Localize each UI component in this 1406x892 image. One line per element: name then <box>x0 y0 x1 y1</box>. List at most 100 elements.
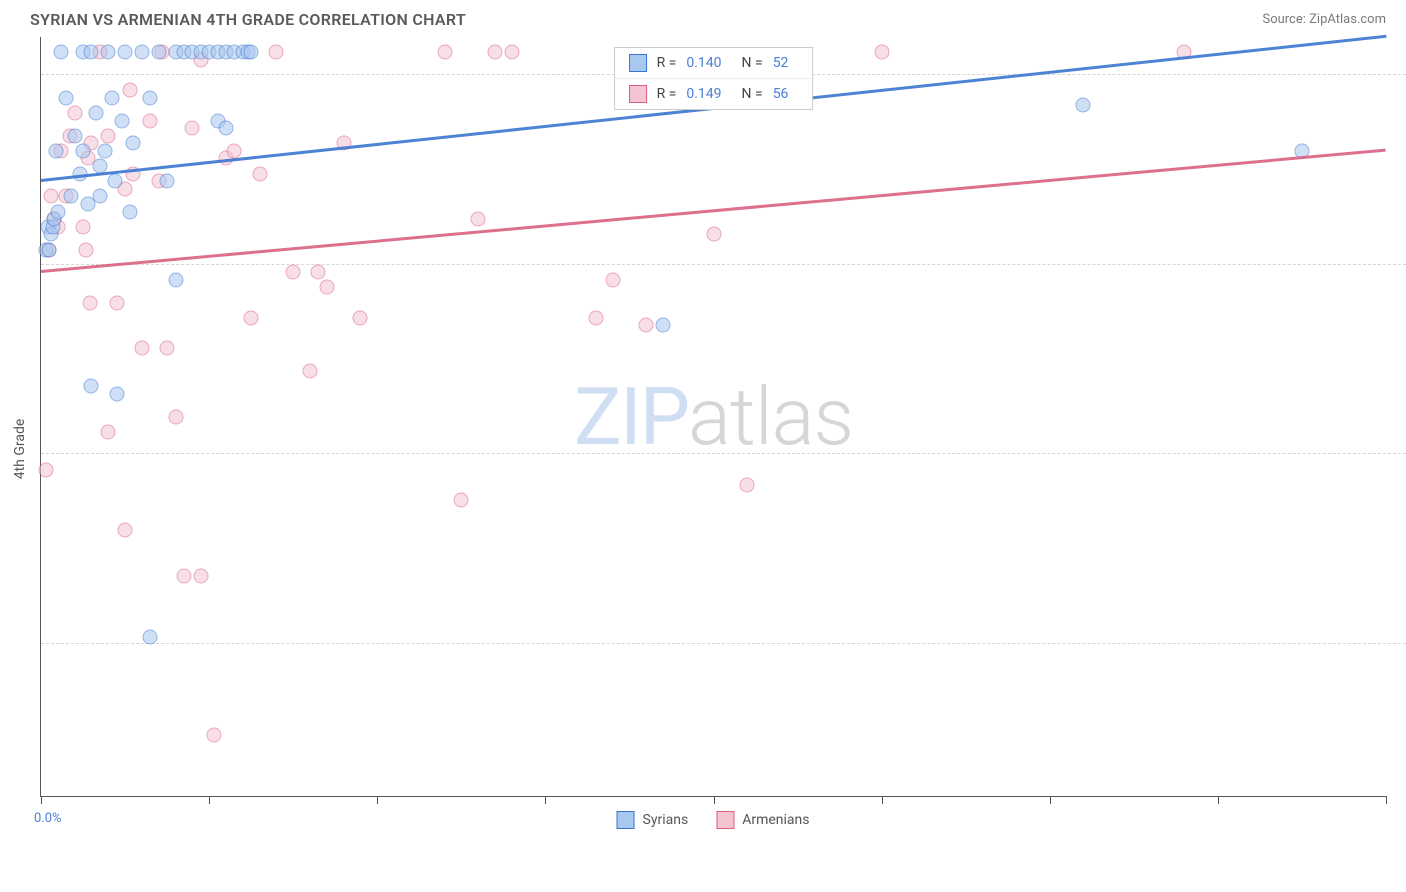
armenian-point <box>123 83 138 98</box>
chart-container: 4th Grade R = 0.140 N = 52 R = 0.149 N =… <box>40 37 1386 845</box>
legend-syrians: Syrians <box>617 811 689 829</box>
n-label: N = <box>742 55 763 71</box>
armenian-point <box>874 45 889 60</box>
syrian-point <box>109 386 124 401</box>
n-value: 52 <box>773 55 789 71</box>
syrian-point <box>97 143 112 158</box>
armenian-point <box>160 341 175 356</box>
armenian-point <box>353 310 368 325</box>
syrian-point <box>59 90 74 105</box>
armenian-point <box>168 409 183 424</box>
armenian-point <box>471 212 486 227</box>
armenian-point <box>101 424 116 439</box>
syrian-point <box>49 143 64 158</box>
chart-title: SYRIAN VS ARMENIAN 4TH GRADE CORRELATION… <box>30 10 466 29</box>
n-value: 56 <box>773 86 789 102</box>
x-tick <box>882 796 883 804</box>
gridline <box>41 643 1406 644</box>
x-tick <box>1386 796 1387 804</box>
syrian-point <box>64 189 79 204</box>
x-min-label: 0.0% <box>34 811 62 826</box>
armenian-point <box>319 280 334 295</box>
syrian-point <box>89 105 104 120</box>
armenian-point <box>193 568 208 583</box>
armenian-point <box>588 310 603 325</box>
armenian-point <box>109 295 124 310</box>
armenian-point <box>437 45 452 60</box>
armenian-point <box>44 189 59 204</box>
watermark-atlas: atlas <box>688 370 853 464</box>
armenian-point <box>185 121 200 136</box>
syrian-point <box>54 45 69 60</box>
source-attribution: Source: ZipAtlas.com <box>1262 12 1386 27</box>
swatch-armenian-icon <box>629 85 647 103</box>
armenian-point <box>740 477 755 492</box>
source-prefix: Source: <box>1262 12 1309 27</box>
legend-swatch-armenian-icon <box>716 811 734 829</box>
gridline <box>41 453 1406 454</box>
syrian-point <box>67 128 82 143</box>
armenian-point <box>269 45 284 60</box>
syrian-point <box>151 45 166 60</box>
armenian-point <box>227 143 242 158</box>
syrian-point <box>143 90 158 105</box>
r-label: R = <box>657 86 677 102</box>
legend-syrians-label: Syrians <box>643 812 689 828</box>
armenian-point <box>67 105 82 120</box>
syrian-point <box>218 121 233 136</box>
watermark-zip: ZIP <box>574 370 688 464</box>
syrian-point <box>244 45 259 60</box>
syrian-point <box>84 45 99 60</box>
armenian-point <box>706 227 721 242</box>
r-label: R = <box>657 55 677 71</box>
stat-row-syrian: R = 0.140 N = 52 <box>615 48 813 78</box>
n-label: N = <box>742 86 763 102</box>
syrian-point <box>101 45 116 60</box>
stat-row-armenian: R = 0.149 N = 56 <box>615 78 813 109</box>
syrian-point <box>134 45 149 60</box>
armenian-point <box>176 568 191 583</box>
armenian-point <box>207 728 222 743</box>
armenian-point <box>82 295 97 310</box>
series-legend: Syrians Armenians <box>617 811 810 829</box>
armenian-point <box>134 341 149 356</box>
syrian-point <box>1076 98 1091 113</box>
armenian-point <box>487 45 502 60</box>
armenian-trend-line <box>41 148 1386 272</box>
armenian-point <box>76 219 91 234</box>
swatch-syrian-icon <box>629 54 647 72</box>
y-axis-label: 4th Grade <box>12 419 28 480</box>
x-tick <box>1218 796 1219 804</box>
armenian-point <box>118 523 133 538</box>
armenian-point <box>252 166 267 181</box>
armenian-point <box>454 493 469 508</box>
syrian-point <box>84 379 99 394</box>
watermark: ZIPatlas <box>574 370 853 464</box>
legend-armenians: Armenians <box>716 811 809 829</box>
x-axis-row: 0.0% Syrians Armenians 80.0% <box>40 805 1386 845</box>
syrian-point <box>118 45 133 60</box>
armenian-point <box>143 113 158 128</box>
x-tick <box>714 796 715 804</box>
syrian-point <box>656 318 671 333</box>
gridline <box>41 264 1406 265</box>
armenian-point <box>286 265 301 280</box>
syrian-point <box>168 272 183 287</box>
armenian-point <box>101 128 116 143</box>
x-tick <box>377 796 378 804</box>
legend-armenians-label: Armenians <box>742 812 809 828</box>
armenian-point <box>39 462 54 477</box>
armenian-point <box>244 310 259 325</box>
syrian-point <box>104 90 119 105</box>
plot-area: R = 0.140 N = 52 R = 0.149 N = 56 ZIPatl… <box>40 37 1386 797</box>
stat-legend-box: R = 0.140 N = 52 R = 0.149 N = 56 <box>614 47 814 110</box>
source-name: ZipAtlas.com <box>1309 12 1386 27</box>
legend-swatch-syrian-icon <box>617 811 635 829</box>
syrian-point <box>160 174 175 189</box>
armenian-point <box>79 242 94 257</box>
armenian-point <box>504 45 519 60</box>
x-tick <box>545 796 546 804</box>
r-value: 0.149 <box>686 86 721 102</box>
syrian-point <box>123 204 138 219</box>
armenian-point <box>605 272 620 287</box>
